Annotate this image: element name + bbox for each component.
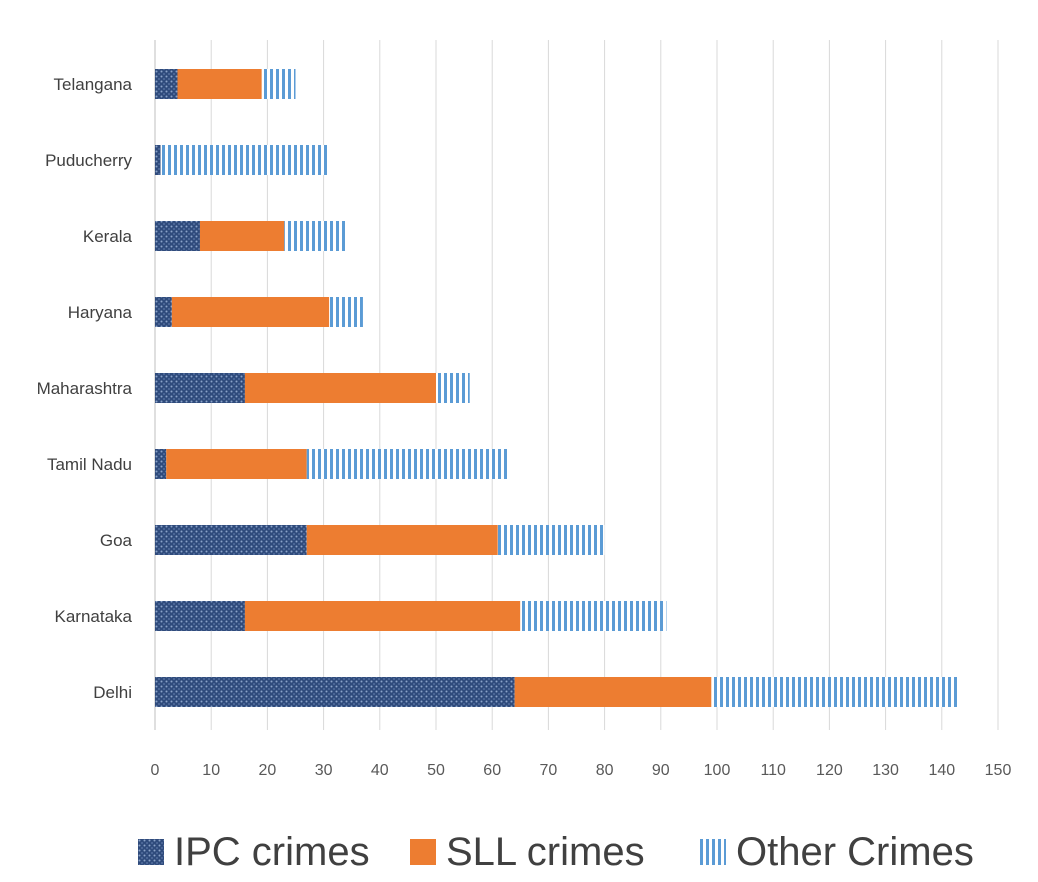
x-tick-label: 120 (816, 762, 843, 779)
x-tick-label: 110 (760, 762, 786, 779)
x-tick-label: 90 (652, 762, 670, 779)
category-label: Goa (100, 531, 133, 550)
bar-segment (306, 525, 498, 555)
bar-segment (497, 525, 605, 555)
bar-segment (155, 677, 515, 707)
x-tick-label: 150 (985, 762, 1012, 779)
bar-segment (436, 373, 470, 403)
x-tick-label: 70 (540, 762, 558, 779)
x-tick-label: 140 (928, 762, 955, 779)
bar-segment (199, 221, 285, 251)
category-label: Karnataka (55, 607, 133, 626)
bar-segment (166, 449, 307, 479)
x-tick-label: 130 (872, 762, 899, 779)
category-label: Tamil Nadu (47, 455, 132, 474)
legend-label-other: Other Crimes (736, 829, 974, 874)
category-label: Delhi (93, 683, 132, 702)
legend-item-sll: SLL crimes (410, 822, 645, 882)
legend-label-ipc: IPC crimes (174, 829, 370, 874)
bar-segment (514, 677, 712, 707)
category-label: Puducherry (45, 151, 132, 170)
x-tick-label: 20 (259, 762, 277, 779)
bar-segment (160, 145, 330, 175)
x-axis-ticks: 0 10 20 30 40 50 60 70 80 90 100 110 120 130 140 150 (151, 762, 1012, 779)
legend-item-ipc: IPC crimes (138, 822, 370, 882)
x-tick-label: 10 (202, 762, 220, 779)
legend-label-sll: SLL crimes (446, 829, 645, 874)
x-tick-label: 60 (483, 762, 501, 779)
category-labels: Delhi Karnataka Goa Tamil Nadu Maharashtra Ha… (37, 75, 133, 702)
bar-segment (155, 601, 245, 631)
bar-segment (284, 221, 347, 251)
bar-segment (711, 677, 959, 707)
category-label: Kerala (83, 227, 133, 246)
bar-segment (177, 69, 262, 99)
legend-swatch-sll (410, 839, 436, 865)
bar-segment (155, 145, 161, 175)
bar-segment (171, 297, 330, 327)
category-label: Haryana (68, 303, 133, 322)
bar-segment (329, 297, 363, 327)
x-tick-label: 0 (151, 762, 160, 779)
bar-chart: Delhi Karnataka Goa Tamil Nadu Maharashtra Ha… (37, 40, 1012, 779)
x-tick-label: 80 (596, 762, 614, 779)
bar-segment (244, 601, 521, 631)
x-tick-label: 40 (371, 762, 389, 779)
bar-segment (244, 373, 436, 403)
legend: IPC crimes SLL crimes Other Crimes (0, 822, 1038, 882)
x-tick-label: 50 (427, 762, 445, 779)
bar-segment (306, 449, 510, 479)
bar-segment (155, 525, 307, 555)
legend-item-other: Other Crimes (700, 822, 974, 882)
legend-swatch-ipc (138, 839, 164, 865)
bar-segment (261, 69, 296, 99)
category-label: Telangana (54, 75, 133, 94)
bar-segment (155, 297, 172, 327)
x-tick-label: 100 (704, 762, 731, 779)
bar-segment (520, 601, 667, 631)
bar-segment (155, 221, 200, 251)
legend-swatch-other (700, 839, 726, 865)
bar-segment (155, 449, 167, 479)
bars (155, 69, 959, 707)
x-tick-label: 30 (315, 762, 333, 779)
category-label: Maharashtra (37, 379, 133, 398)
bar-segment (155, 69, 178, 99)
bar-segment (155, 373, 245, 403)
